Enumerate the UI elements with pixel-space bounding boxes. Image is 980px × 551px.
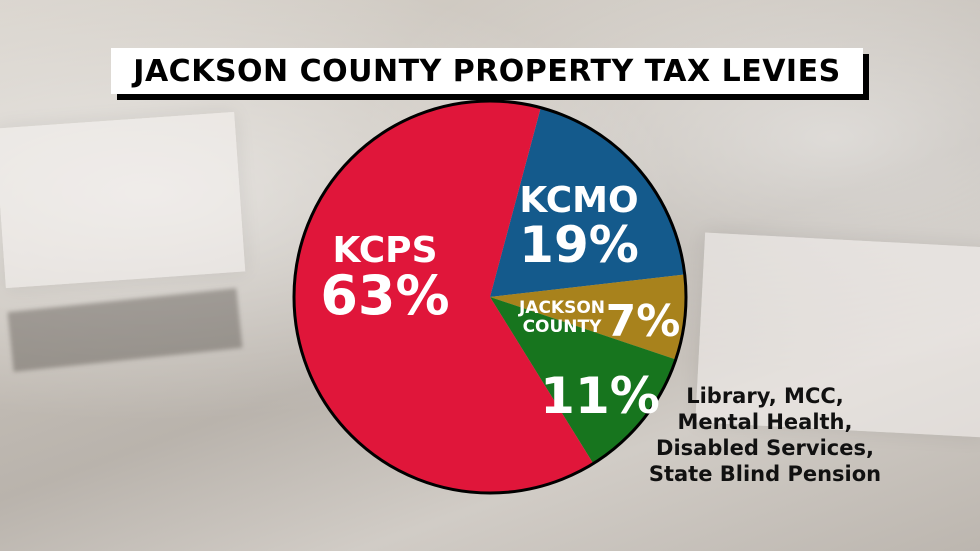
slice-kcmo: [490, 107, 685, 298]
title-box: JACKSON COUNTY PROPERTY TAX LEVIES: [111, 48, 863, 94]
slice-value-other: 11%: [540, 367, 660, 425]
slice-value-kcps: 63%: [320, 264, 449, 327]
other-caption-line: State Blind Pension: [648, 462, 882, 486]
other-caption-line: Library, MCC,: [686, 384, 844, 408]
slice-label-jackson-line1: JACKSON: [518, 298, 605, 318]
slice-label-jackson-line2: COUNTY: [523, 317, 603, 337]
slice-label-kcps: KCPS: [332, 230, 437, 271]
other-caption-line: Mental Health,: [677, 410, 853, 434]
slice-other: [490, 297, 676, 464]
other-caption-line: Disabled Services,: [656, 436, 874, 460]
chart-title: JACKSON COUNTY PROPERTY TAX LEVIES: [133, 53, 841, 89]
slice-value-kcmo: 19%: [519, 216, 639, 274]
slice-value-jackson: 7%: [606, 296, 681, 347]
slice-jackson-county: [490, 274, 686, 360]
slice-kcps: [293, 101, 594, 494]
pie-outline: [292, 99, 688, 495]
slice-label-kcmo: KCMO: [519, 180, 638, 221]
other-slice-caption: Library, MCC, Mental Health, Disabled Se…: [640, 383, 890, 487]
